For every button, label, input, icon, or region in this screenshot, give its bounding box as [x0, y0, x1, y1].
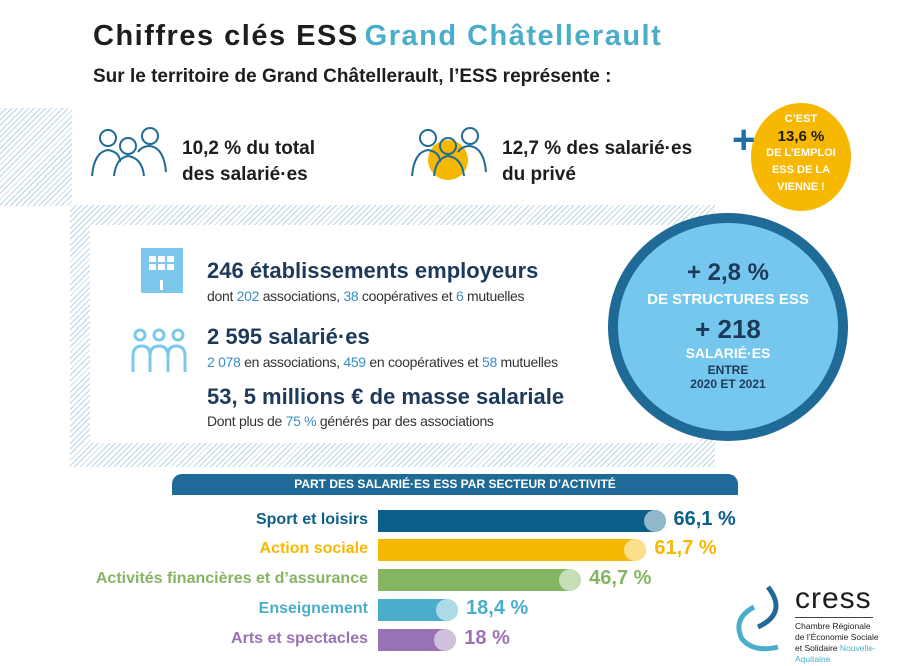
bar-value-label: 18 % — [464, 627, 510, 649]
key-figures-panel — [90, 225, 700, 443]
building-icon — [141, 248, 183, 293]
bar — [378, 569, 582, 591]
bar — [378, 510, 666, 532]
payroll-detail: Dont plus de 75 % générés par des associ… — [207, 413, 494, 429]
establishments-title: 246 établissements employeurs — [207, 258, 539, 283]
bar-label: Action sociale — [259, 540, 368, 557]
hatch-decoration — [0, 108, 72, 206]
establishments-detail: dont 202 associations, 38 coopératives e… — [207, 288, 525, 304]
payroll-title: 53, 5 millions € de masse salariale — [207, 384, 565, 409]
logo-name: cress — [795, 582, 872, 615]
bar — [378, 599, 459, 621]
logo-text: Chambre Régionale de l’Économie Sociale et… — [795, 621, 879, 664]
bar-value-label: 61,7 % — [654, 537, 717, 559]
subtitle: Sur le territoire de Grand Châtellerault… — [93, 66, 612, 87]
bar-cap — [624, 539, 647, 561]
stat-total: 10,2 % du total des salarié·es — [182, 138, 316, 185]
bar-cap — [436, 599, 459, 621]
people-group-icon — [91, 127, 167, 177]
bar-cap — [559, 569, 582, 591]
stat-private: 12,7 % des salarié·es du privé — [502, 138, 693, 185]
bar — [378, 539, 647, 561]
bar-value-label: 18,4 % — [466, 597, 529, 619]
bar-value-label: 46,7 % — [589, 567, 652, 589]
logo-divider — [795, 617, 873, 618]
people-icon — [131, 328, 187, 372]
bar-cap — [643, 510, 666, 532]
page-title: Chiffres clés ESS Grand Châtellerault — [93, 20, 663, 52]
bar-value-label: 66,1 % — [673, 508, 736, 530]
employees-title: 2 595 salarié·es — [207, 324, 370, 349]
callout-vienne: C’EST 13,6 % DE L’EMPLOI ESS DE LA VIENNE ! — [751, 103, 851, 211]
bar-cap — [434, 629, 457, 651]
plus-icon: + — [732, 118, 756, 162]
bar-label: Enseignement — [258, 600, 368, 617]
employees-detail: 2 078 en associations, 459 en coopérativ… — [207, 354, 558, 370]
bar-label: Arts et spectacles — [231, 630, 368, 647]
chart-title: PART DES SALARIÉ·ES ESS PAR SECTEUR D’AC… — [172, 474, 738, 495]
people-group-highlight-icon — [411, 127, 487, 180]
bar-label: Activités financières et d’assurance — [95, 570, 368, 587]
bar — [378, 629, 457, 651]
evolution-circle: + 2,8 % DE STRUCTURES ESS + 218 SALARIÉ·… — [608, 213, 848, 441]
cress-logo-icon — [736, 585, 779, 652]
bar-label: Sport et loisirs — [255, 511, 368, 528]
